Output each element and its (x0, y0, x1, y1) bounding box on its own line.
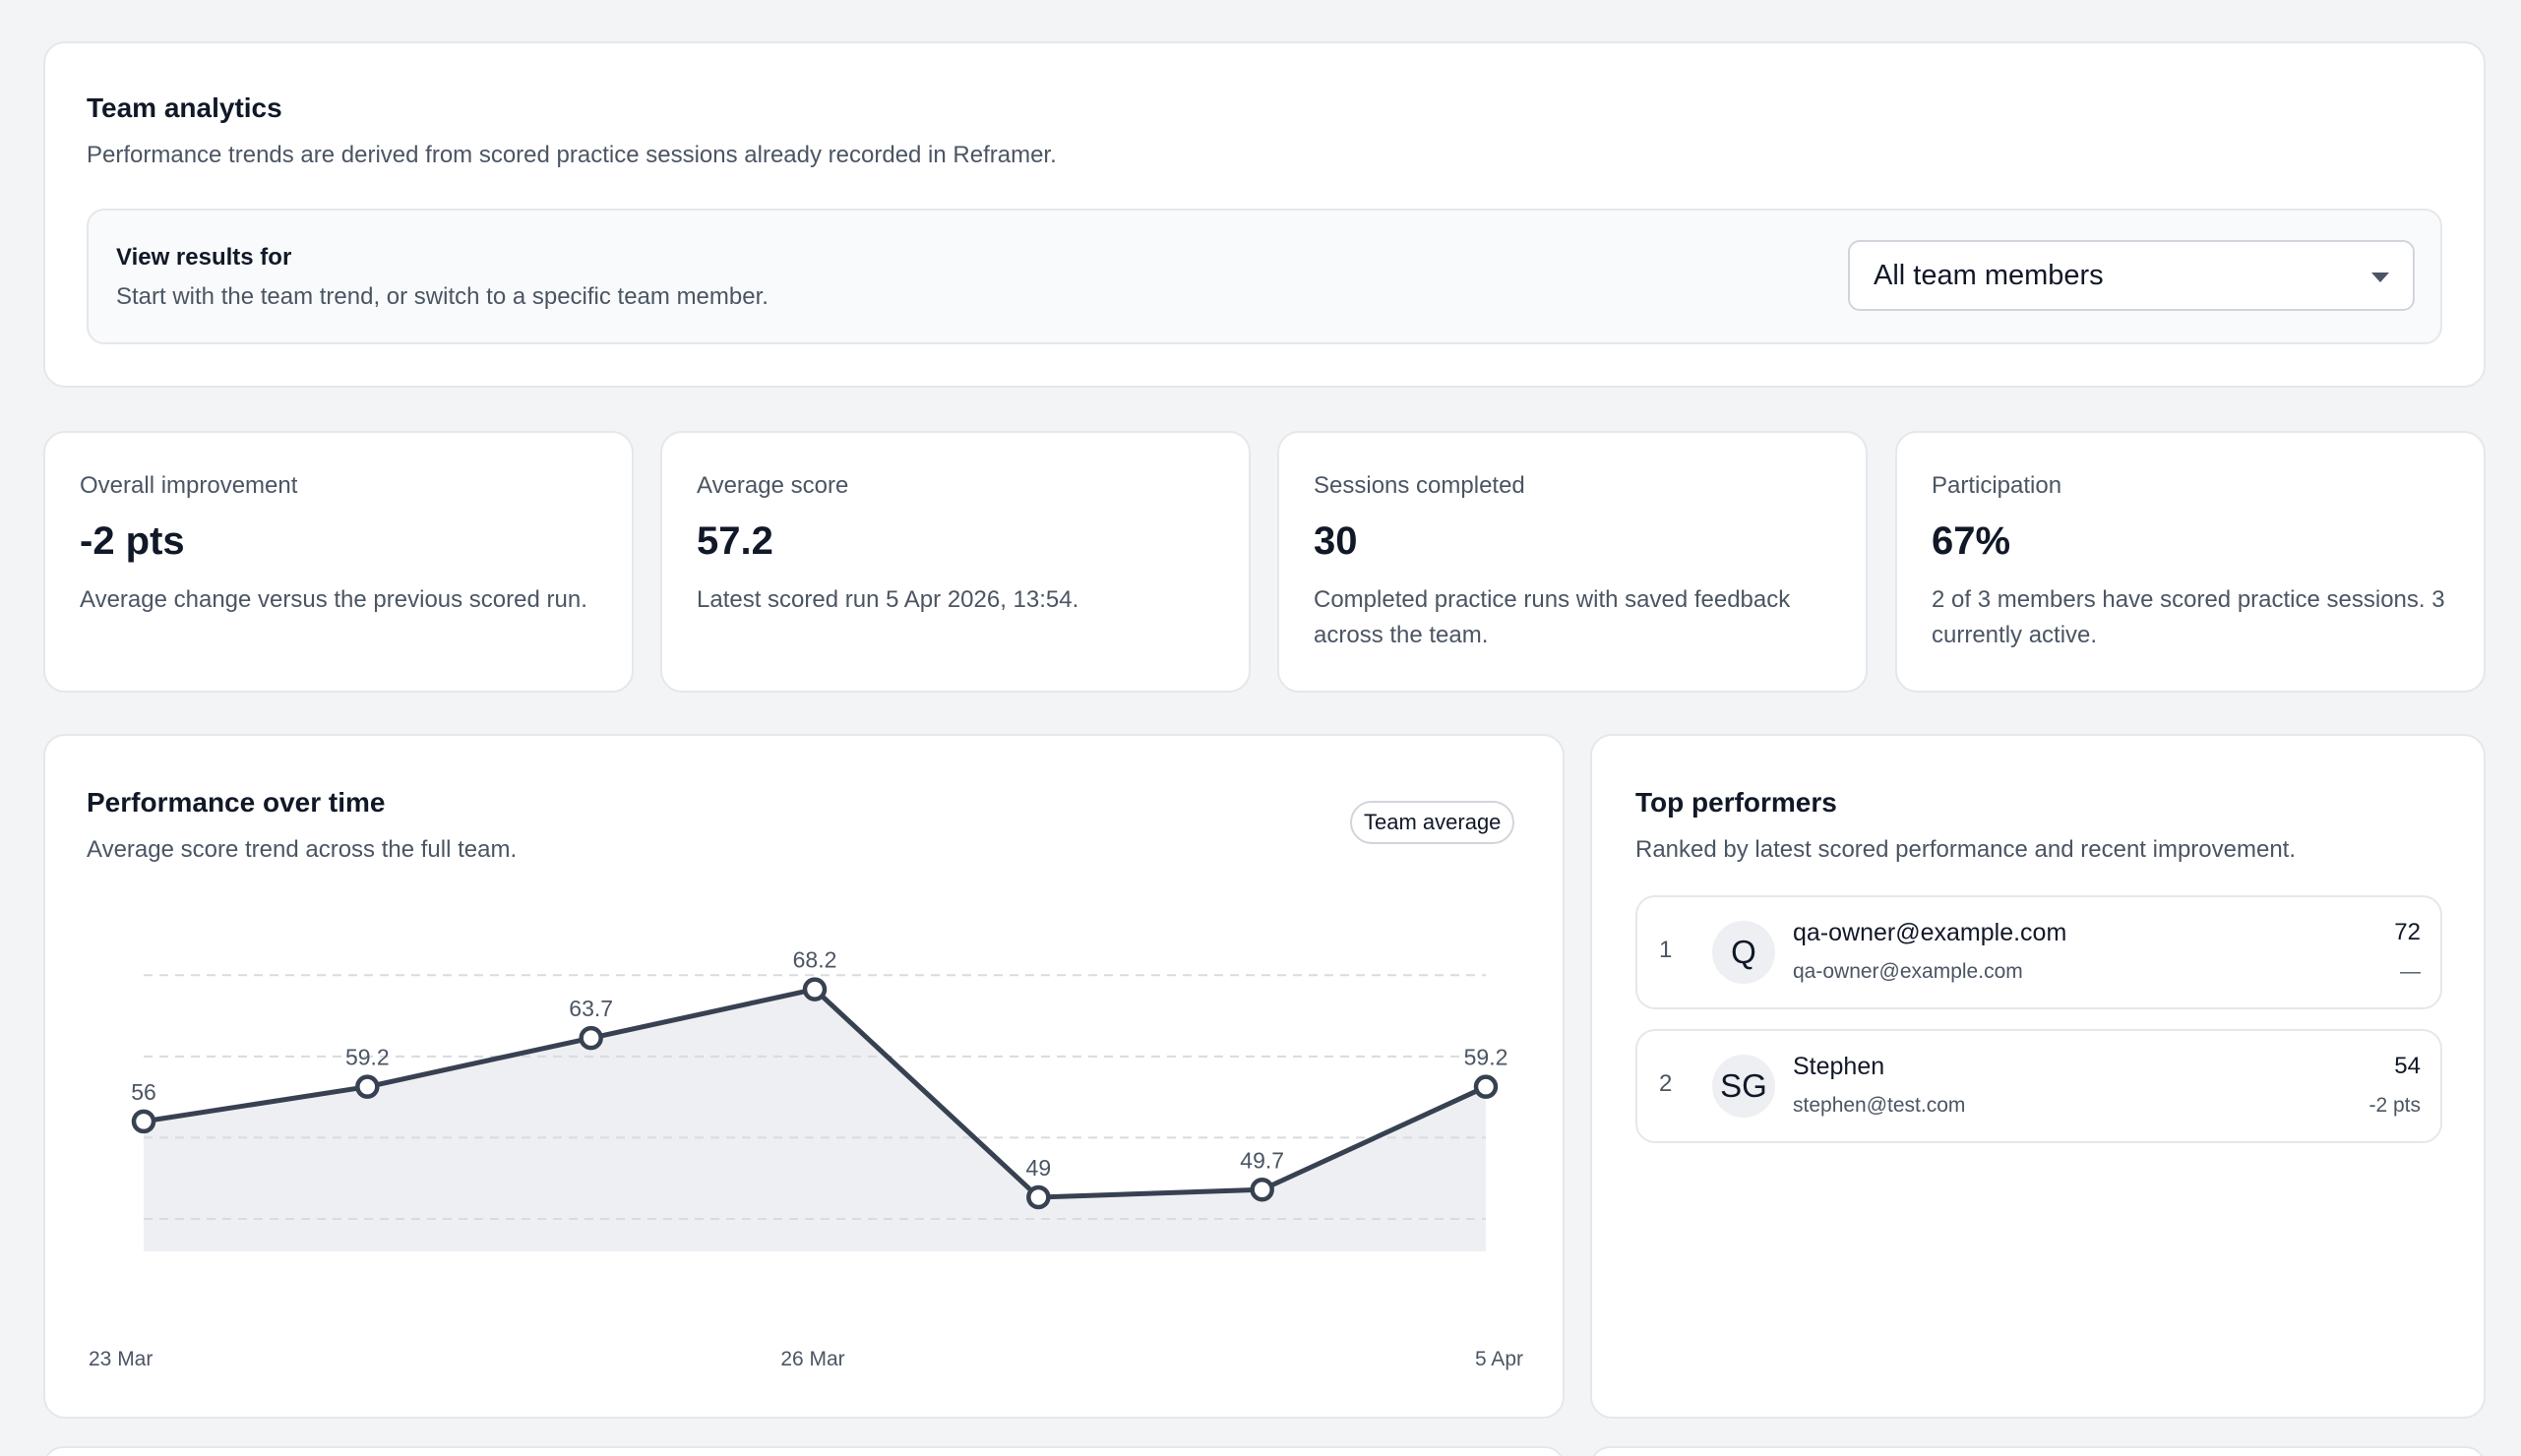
performer-email: qa-owner@example.com (1793, 960, 2023, 983)
avatar: SG (1712, 1055, 1775, 1118)
metric-card-average-score: Average score 57.2 Latest scored run 5 A… (660, 431, 1251, 693)
chevron-down-icon (2371, 273, 2389, 282)
chart-point (1026, 1184, 1051, 1210)
performer-delta: -2 pts (2368, 1094, 2421, 1117)
chart-x-tick-label: 23 Mar (89, 1348, 153, 1370)
chart-point (1250, 1178, 1274, 1202)
top-performers-title: Top performers (1635, 787, 1837, 818)
performer-email: stephen@test.com (1793, 1094, 1966, 1117)
chart-point (1473, 1074, 1499, 1099)
chart-data-label: 63.7 (569, 996, 613, 1021)
metric-description: 2 of 3 members have scored practice sess… (1932, 586, 2445, 648)
top-performers-subtitle: Ranked by latest scored performance and … (1635, 836, 2297, 863)
chart-x-tick-label: 26 Mar (780, 1348, 844, 1370)
chart-data-label: 49 (1026, 1155, 1052, 1181)
page-title: Team analytics (87, 92, 282, 123)
metric-description: Completed practice runs with saved feedb… (1314, 586, 1791, 648)
metric-label: Participation (1932, 472, 2062, 499)
page-subtitle: Performance trends are derived from scor… (87, 142, 1057, 168)
performer-score: 54 (2394, 1053, 2421, 1079)
next-section-card (43, 1446, 1565, 1456)
performer-rank: 2 (1659, 1070, 1673, 1097)
metric-label: Average score (697, 472, 849, 499)
performer-row[interactable]: 1 Q qa-owner@example.com qa-owner@exampl… (1635, 895, 2442, 1009)
metric-value: 30 (1314, 519, 1358, 563)
top-performers-card: Top performers Ranked by latest scored p… (1590, 734, 2486, 1419)
metric-value: 57.2 (697, 519, 773, 563)
metric-card-overall-improvement: Overall improvement -2 pts Average chang… (43, 431, 634, 693)
performer-name: Stephen (1793, 1053, 1885, 1080)
chart-data-label: 59.2 (345, 1045, 390, 1070)
chart-subtitle: Average score trend across the full team… (87, 836, 518, 863)
metric-value: 67% (1932, 519, 2011, 563)
view-results-subtitle: Start with the team trend, or switch to … (116, 283, 769, 310)
team-member-select-value: All team members (1874, 259, 2104, 291)
metric-card-sessions-completed: Sessions completed 30 Completed practice… (1277, 431, 1868, 693)
performer-rank: 1 (1659, 937, 1673, 963)
performance-chart: 56 59.2 63.7 68.2 49 49.7 59.2 23 Mar 26 Mar 5 Ap… (89, 947, 1523, 1370)
chart-point (802, 977, 828, 1001)
metric-value: -2 pts (80, 519, 185, 563)
chart-title: Performance over time (87, 787, 386, 818)
chart-data-label: 59.2 (1464, 1045, 1508, 1070)
chart-data-label: 56 (131, 1079, 156, 1105)
chart-x-tick-label: 5 Apr (1475, 1348, 1523, 1370)
team-average-badge: Team average (1350, 801, 1515, 844)
chart-data-label: 49.7 (1240, 1147, 1284, 1173)
metric-label: Sessions completed (1314, 472, 1525, 499)
next-section-card (1590, 1446, 2486, 1456)
performance-chart-card: Performance over time Average score tren… (43, 734, 1565, 1419)
team-analytics-card: Team analytics Performance trends are de… (43, 41, 2486, 388)
metric-description: Latest scored run 5 Apr 2026, 13:54. (697, 586, 1079, 613)
performer-score: 72 (2394, 919, 2421, 945)
chart-area-fill (144, 989, 1486, 1251)
chart-point (131, 1109, 156, 1134)
team-member-select[interactable]: All team members (1848, 240, 2415, 311)
view-results-title: View results for (116, 244, 292, 271)
performer-name: qa-owner@example.com (1793, 919, 2067, 946)
performer-row[interactable]: 2 SG Stephen stephen@test.com 54 -2 pts (1635, 1029, 2442, 1143)
metric-card-participation: Participation 67% 2 of 3 members have sc… (1895, 431, 2486, 693)
chart-data-label: 68.2 (793, 947, 837, 973)
chart-point (355, 1074, 380, 1099)
metric-description: Average change versus the previous score… (80, 586, 587, 613)
metric-label: Overall improvement (80, 472, 298, 499)
view-results-panel: View results for Start with the team tre… (87, 209, 2442, 344)
chart-point (579, 1025, 603, 1051)
performer-delta: — (2400, 960, 2421, 983)
avatar: Q (1712, 921, 1775, 984)
